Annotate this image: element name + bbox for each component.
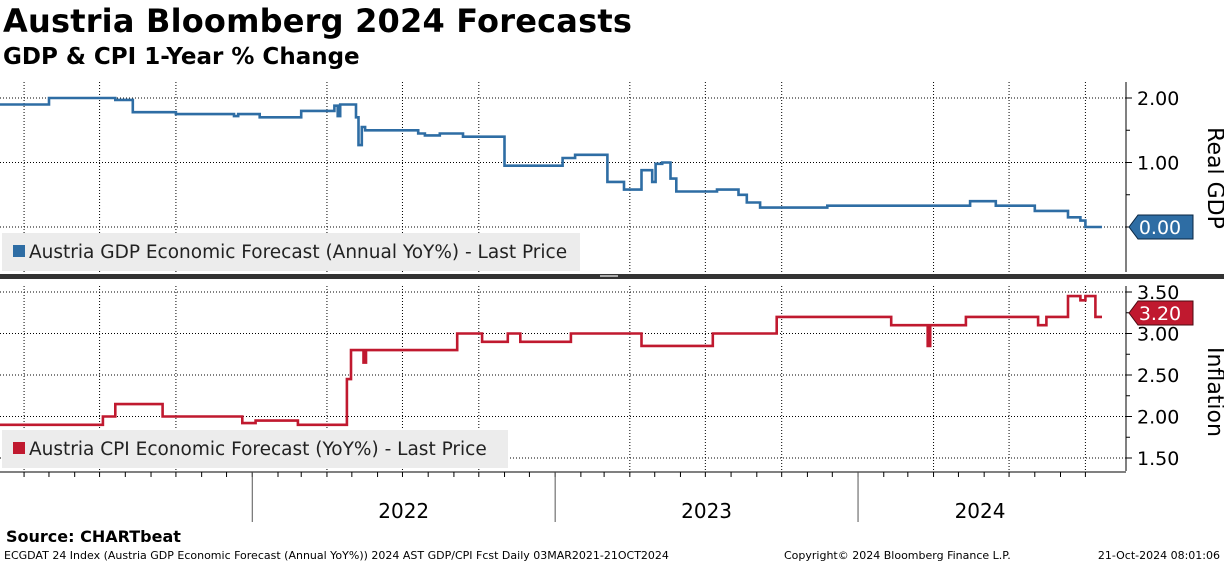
y-tick-label: 3.00 — [1137, 324, 1179, 346]
legend-background — [2, 233, 580, 271]
series-line — [0, 294, 1102, 427]
legend-label: Austria CPI Economic Forecast (YoY%) - L… — [29, 439, 487, 460]
legend: Austria CPI Economic Forecast (YoY%) - L… — [2, 430, 508, 468]
y-tick-label: 1.50 — [1137, 448, 1179, 470]
last-value-tag: 0.00 — [1128, 214, 1194, 240]
y-tick-label: 2.00 — [1137, 88, 1179, 110]
legend-swatch — [13, 442, 25, 454]
y-tick-label: 2.50 — [1137, 365, 1179, 387]
source-note: Source: CHARTbeat — [6, 527, 181, 546]
footer-index-description: ECGDAT 24 Index (Austria GDP Economic Fo… — [4, 549, 669, 562]
y-tick-label: 3.50 — [1137, 282, 1179, 304]
last-value-tag: 3.20 — [1128, 300, 1194, 326]
panel-bottom: 3.50 3.00 2.50 2.00 1.50 Inflation Austria CPI… — [0, 282, 1224, 471]
y-axis-title: Inflation — [1202, 347, 1224, 437]
footer-copyright: Copyright© 2024 Bloomberg Finance L.P. — [784, 549, 1011, 562]
y-tick-label: 2.00 — [1137, 407, 1179, 429]
last-value-label: 0.00 — [1139, 217, 1181, 239]
last-value-tag-shape — [1128, 300, 1194, 326]
last-value-label: 3.20 — [1139, 303, 1181, 325]
legend-label: Austria GDP Economic Forecast (Annual Yo… — [29, 242, 567, 263]
x-tick-label: 2022 — [378, 499, 429, 523]
legend-swatch — [13, 245, 25, 257]
chart-subtitle: GDP & CPI 1-Year % Change — [3, 44, 360, 70]
legend-background — [2, 430, 508, 468]
panel-resize-grip — [600, 275, 618, 277]
last-value-tag-shape — [1128, 214, 1194, 240]
panel-top: 2.00 1.00 0.00 Real GDP Austria GDP Economic… — [0, 82, 1224, 272]
x-tick-label: 2023 — [681, 499, 732, 523]
series-line — [0, 96, 1102, 229]
y-tick-label: 1.00 — [1137, 153, 1179, 175]
x-tick-label: 2024 — [955, 499, 1006, 523]
legend: Austria GDP Economic Forecast (Annual Yo… — [2, 233, 580, 271]
y-axis-title: Real GDP — [1202, 127, 1224, 229]
chart-title: Austria Bloomberg 2024 Forecasts — [3, 2, 633, 40]
footer-timestamp: 21-Oct-2024 08:01:06 — [1097, 549, 1220, 562]
